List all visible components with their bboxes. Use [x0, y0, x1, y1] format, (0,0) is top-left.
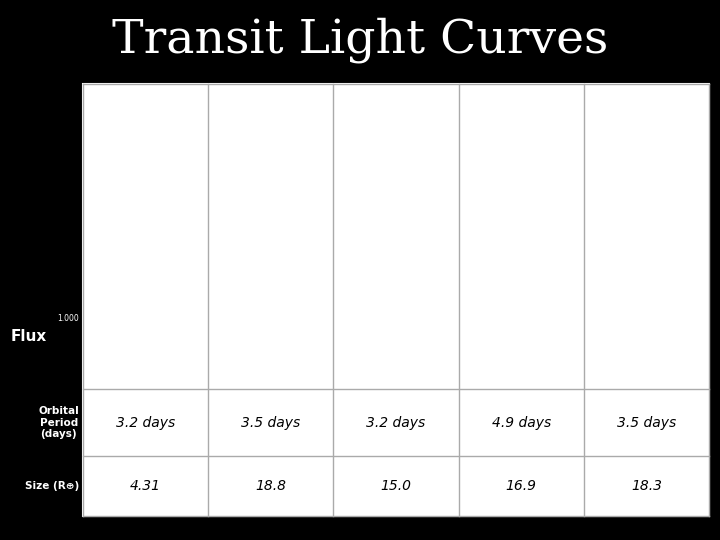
- Text: Kepler 7b: Kepler 7b: [469, 97, 519, 107]
- Ellipse shape: [499, 151, 544, 244]
- Ellipse shape: [230, 113, 311, 281]
- Ellipse shape: [114, 132, 176, 262]
- Text: 15.0: 15.0: [380, 479, 412, 493]
- Ellipse shape: [365, 132, 427, 262]
- Text: Kepler 6b: Kepler 6b: [344, 97, 394, 107]
- Text: Orbital
Period
(days): Orbital Period (days): [38, 406, 79, 439]
- Text: 3.2 days: 3.2 days: [366, 416, 426, 429]
- Ellipse shape: [490, 132, 552, 262]
- Ellipse shape: [602, 104, 691, 290]
- Text: 4.9 days: 4.9 days: [492, 416, 551, 429]
- Ellipse shape: [616, 132, 678, 262]
- Ellipse shape: [632, 172, 655, 212]
- Text: 3.2 days: 3.2 days: [116, 416, 175, 429]
- Text: Flux: Flux: [11, 329, 47, 343]
- Ellipse shape: [244, 141, 297, 253]
- Ellipse shape: [369, 141, 423, 253]
- Ellipse shape: [485, 123, 557, 272]
- Ellipse shape: [109, 123, 181, 272]
- Text: Kepler 5b: Kepler 5b: [219, 97, 269, 107]
- Ellipse shape: [374, 151, 418, 244]
- Ellipse shape: [356, 113, 436, 281]
- Text: 3.5 days: 3.5 days: [241, 416, 300, 429]
- Text: Kepler 4b: Kepler 4b: [94, 97, 143, 107]
- X-axis label: Phase (hours): Phase (hours): [252, 390, 295, 395]
- Ellipse shape: [388, 173, 406, 205]
- Ellipse shape: [505, 173, 528, 211]
- Ellipse shape: [101, 104, 190, 290]
- Ellipse shape: [624, 151, 669, 244]
- Ellipse shape: [611, 123, 683, 272]
- Ellipse shape: [620, 141, 673, 253]
- X-axis label: Phase (hours): Phase (hours): [127, 390, 170, 395]
- Ellipse shape: [240, 132, 302, 262]
- X-axis label: Phase (hours): Phase (hours): [503, 390, 546, 395]
- Ellipse shape: [495, 141, 548, 253]
- Ellipse shape: [105, 113, 186, 281]
- Text: 4.31: 4.31: [130, 479, 161, 493]
- Text: 1.000: 1.000: [58, 314, 79, 323]
- Ellipse shape: [360, 123, 432, 272]
- Text: 18.3: 18.3: [631, 479, 662, 493]
- X-axis label: Phase (hours): Phase (hours): [628, 390, 671, 395]
- Ellipse shape: [606, 113, 687, 281]
- Text: 16.9: 16.9: [505, 479, 537, 493]
- Ellipse shape: [477, 104, 566, 290]
- Ellipse shape: [143, 183, 150, 195]
- Ellipse shape: [123, 151, 168, 244]
- Text: Transit Light Curves: Transit Light Curves: [112, 18, 608, 63]
- Ellipse shape: [256, 172, 279, 212]
- Ellipse shape: [351, 104, 441, 290]
- Ellipse shape: [235, 123, 307, 272]
- Ellipse shape: [248, 151, 293, 244]
- Text: Size (R⊕): Size (R⊕): [25, 481, 79, 491]
- Text: 3.5 days: 3.5 days: [617, 416, 676, 429]
- Ellipse shape: [119, 141, 172, 253]
- Text: Kepler 8b: Kepler 8b: [595, 97, 644, 107]
- Text: 18.8: 18.8: [255, 479, 287, 493]
- Ellipse shape: [226, 104, 315, 290]
- X-axis label: Phase (hours): Phase (hours): [377, 390, 420, 395]
- Ellipse shape: [481, 113, 562, 281]
